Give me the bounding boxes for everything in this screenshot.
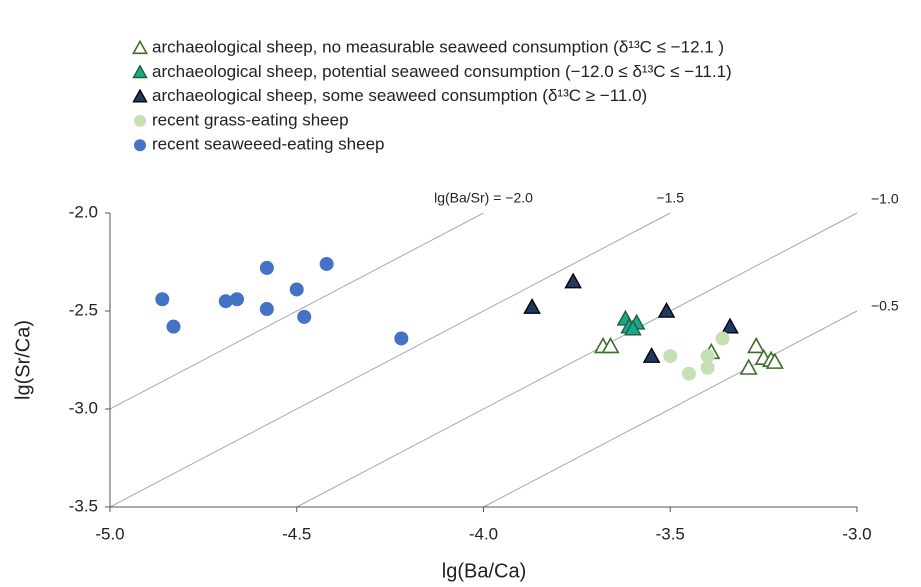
y-axis-title: lg(Sr/Ca) xyxy=(12,320,34,400)
y-tick-label: -2.5 xyxy=(69,300,98,319)
x-tick-label: -4.5 xyxy=(282,524,311,543)
y-tick-label: -3.5 xyxy=(69,496,98,515)
reference-label: −1.0 xyxy=(871,191,899,207)
legend-label: recent seaweeed-eating sheep xyxy=(152,135,385,154)
data-point xyxy=(523,298,541,314)
data-point xyxy=(715,331,730,346)
data-point xyxy=(259,302,274,317)
data-point xyxy=(166,319,181,334)
data-point xyxy=(319,256,334,271)
reference-line xyxy=(296,212,858,508)
legend-marker xyxy=(134,114,146,127)
legend-marker xyxy=(132,39,148,55)
data-point xyxy=(663,349,678,364)
data-point xyxy=(657,301,676,318)
data-point xyxy=(297,309,312,324)
reference-line xyxy=(109,212,671,508)
legend-marker xyxy=(132,88,148,103)
data-point xyxy=(642,347,661,363)
data-point xyxy=(721,317,739,334)
legend-label: archaeological sheep, potential seaweed … xyxy=(152,62,732,81)
data-point xyxy=(259,260,274,275)
legend-marker xyxy=(134,139,146,152)
legend-label: archaeological sheep, no measurable seaw… xyxy=(152,37,724,56)
reference-line xyxy=(109,212,484,410)
reference-line xyxy=(483,310,858,508)
data-point xyxy=(624,319,642,336)
y-tick-label: -2.0 xyxy=(69,202,98,221)
data-point xyxy=(289,282,304,297)
legend-label: archaeological sheep, some seaweed consu… xyxy=(152,86,647,105)
x-tick-label: -3.0 xyxy=(842,524,871,543)
data-point xyxy=(700,349,715,364)
y-tick-label: -3.0 xyxy=(69,398,98,417)
data-point xyxy=(747,336,766,354)
data-point xyxy=(155,292,170,307)
x-axis-title: lg(Ba/Ca) xyxy=(442,560,526,582)
reference-label: −0.5 xyxy=(871,298,899,314)
data-point xyxy=(564,272,582,289)
data-point xyxy=(229,292,244,307)
x-tick-label: -3.5 xyxy=(656,524,685,543)
reference-label: −1.5 xyxy=(656,190,684,206)
data-point xyxy=(218,294,233,309)
data-point xyxy=(765,352,784,369)
x-tick-label: -5.0 xyxy=(95,524,124,543)
data-point xyxy=(700,360,715,375)
legend-marker xyxy=(132,64,148,79)
data-point xyxy=(739,358,758,375)
legend-label: recent grass-eating sheep xyxy=(152,110,349,129)
data-point xyxy=(601,336,620,354)
x-tick-label: -4.0 xyxy=(469,524,498,543)
data-point xyxy=(394,331,409,346)
data-point xyxy=(681,366,696,381)
reference-label: lg(Ba/Sr) = −2.0 xyxy=(434,190,533,206)
